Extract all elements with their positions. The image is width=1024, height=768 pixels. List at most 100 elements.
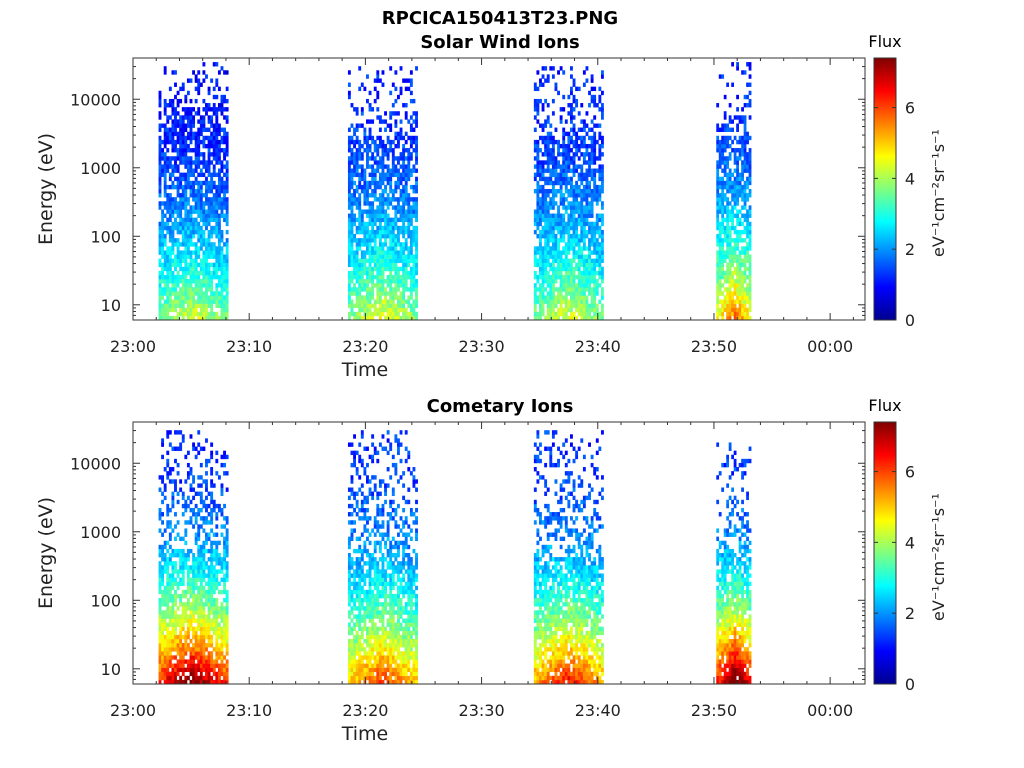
heatmap-cell <box>163 663 167 668</box>
heatmap-cell <box>363 184 367 190</box>
heatmap-cell <box>733 287 737 292</box>
heatmap-cell <box>355 303 359 309</box>
heatmap-cell <box>748 168 752 173</box>
heatmap-cell <box>577 201 581 206</box>
heatmap-cell <box>168 671 172 677</box>
heatmap-cell <box>353 164 356 169</box>
heatmap-cell <box>205 135 208 141</box>
heatmap-cell <box>217 667 221 673</box>
axes: 23:00 23:10 23:20 23:30 23:40 23:50 00:0010100… <box>35 57 866 381</box>
heatmap-cell <box>564 152 568 157</box>
heatmap-cell <box>593 270 597 276</box>
heatmap-cell <box>412 287 416 292</box>
heatmap-cell <box>580 139 584 145</box>
heatmap-cell <box>575 225 579 231</box>
heatmap-cell <box>539 295 542 300</box>
heatmap-cell <box>716 176 720 182</box>
heatmap-cell <box>347 258 351 263</box>
heatmap-cell <box>533 82 537 87</box>
heatmap-cell <box>158 618 162 623</box>
heatmap-cell <box>215 201 219 206</box>
heatmap-cell <box>582 135 586 141</box>
heatmap-cell <box>412 234 416 239</box>
heatmap-cell <box>368 156 372 161</box>
heatmap-cell <box>412 139 416 145</box>
heatmap-cell <box>559 238 563 243</box>
heatmap-cell <box>355 295 359 300</box>
heatmap-cell <box>360 266 364 272</box>
heatmap-cell <box>225 172 229 178</box>
heatmap-cell <box>588 184 591 190</box>
heatmap-cell <box>391 168 395 173</box>
heatmap-cell <box>189 242 193 247</box>
heatmap-cell <box>378 291 382 296</box>
heatmap-cell <box>194 516 198 521</box>
heatmap-cell <box>197 107 201 112</box>
heatmap-cell <box>391 291 395 296</box>
heatmap-cell <box>723 258 727 263</box>
heatmap-cell <box>371 164 375 169</box>
heatmap-cell <box>166 205 170 210</box>
heatmap-cell <box>575 295 579 300</box>
heatmap-cell <box>163 180 167 186</box>
heatmap-cell <box>205 507 208 513</box>
heatmap-cell <box>215 626 219 632</box>
heatmap-cell <box>158 303 162 309</box>
heatmap-cell <box>402 234 406 239</box>
heatmap-cell <box>189 647 193 652</box>
heatmap-cell <box>378 242 382 247</box>
heatmap-cell <box>546 103 550 108</box>
heatmap-cell <box>197 287 201 292</box>
heatmap-cell <box>199 491 203 496</box>
heatmap-cell <box>572 131 576 137</box>
heatmap-cell <box>163 602 167 607</box>
heatmap-cell <box>192 614 196 619</box>
heatmap-cell <box>415 111 418 116</box>
heatmap-cell <box>212 193 216 198</box>
heatmap-cell <box>572 201 576 206</box>
heatmap-cell <box>174 238 177 243</box>
heatmap-cell <box>736 168 739 173</box>
heatmap-cell <box>723 184 727 190</box>
heatmap-cell <box>378 287 382 292</box>
heatmap-cell <box>207 626 211 632</box>
heatmap-cell <box>376 205 380 210</box>
heatmap-cell <box>575 135 579 141</box>
heatmap-cell <box>554 250 558 255</box>
heatmap-cell <box>207 135 211 141</box>
heatmap-cell <box>600 201 604 206</box>
heatmap-cell <box>176 643 180 648</box>
heatmap-cell <box>171 229 175 235</box>
heatmap-cell <box>174 536 177 542</box>
heatmap-cell <box>600 176 604 182</box>
heatmap-cell <box>386 156 390 161</box>
heatmap-cell <box>366 180 369 186</box>
heatmap-cell <box>181 176 185 182</box>
heatmap-cell <box>588 246 591 251</box>
heatmap-cell <box>176 131 180 137</box>
heatmap-cell <box>572 107 576 112</box>
heatmap-cell <box>368 242 372 247</box>
heatmap-cell <box>161 279 165 284</box>
heatmap-cell <box>738 266 742 272</box>
heatmap-cell <box>174 598 177 603</box>
heatmap-cell <box>192 295 196 300</box>
heatmap-cell <box>207 156 211 161</box>
heatmap-cell <box>186 573 190 578</box>
heatmap-cell <box>736 213 739 218</box>
heatmap-cell <box>564 250 568 255</box>
heatmap-cell <box>402 287 406 292</box>
heatmap-cell <box>174 225 177 231</box>
heatmap-cell <box>716 172 720 178</box>
heatmap-cell <box>415 262 418 268</box>
heatmap-cell <box>726 82 730 87</box>
heatmap-cell <box>194 569 198 574</box>
heatmap-cell <box>158 630 162 636</box>
heatmap-cell <box>210 471 214 476</box>
heatmap-cell <box>202 299 206 304</box>
heatmap-cell <box>205 618 208 623</box>
heatmap-cell <box>220 205 224 210</box>
heatmap-cell <box>557 287 560 292</box>
heatmap-cell <box>723 172 727 178</box>
heatmap-cell <box>748 246 752 251</box>
